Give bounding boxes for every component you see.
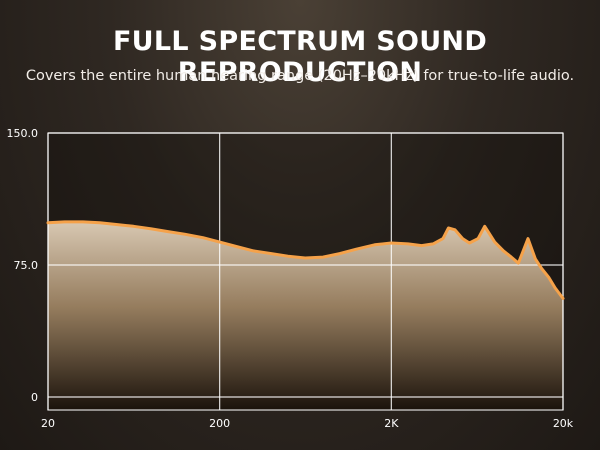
page-subtitle: Covers the entire human hearing range (2… — [25, 68, 575, 84]
y-tick-label: 0 — [31, 391, 38, 404]
response-area — [48, 221, 563, 410]
response-line — [46, 220, 565, 300]
x-tick-label: 20k — [553, 417, 574, 430]
x-tick-label: 200 — [209, 417, 230, 430]
y-tick-label: 150.0 — [7, 127, 39, 140]
y-tick-label: 75.0 — [14, 259, 39, 272]
x-tick-label: 2K — [384, 417, 399, 430]
page-title: FULL SPECTRUM SOUND REPRODUCTION — [112, 26, 488, 88]
x-tick-label: 20 — [41, 417, 55, 430]
